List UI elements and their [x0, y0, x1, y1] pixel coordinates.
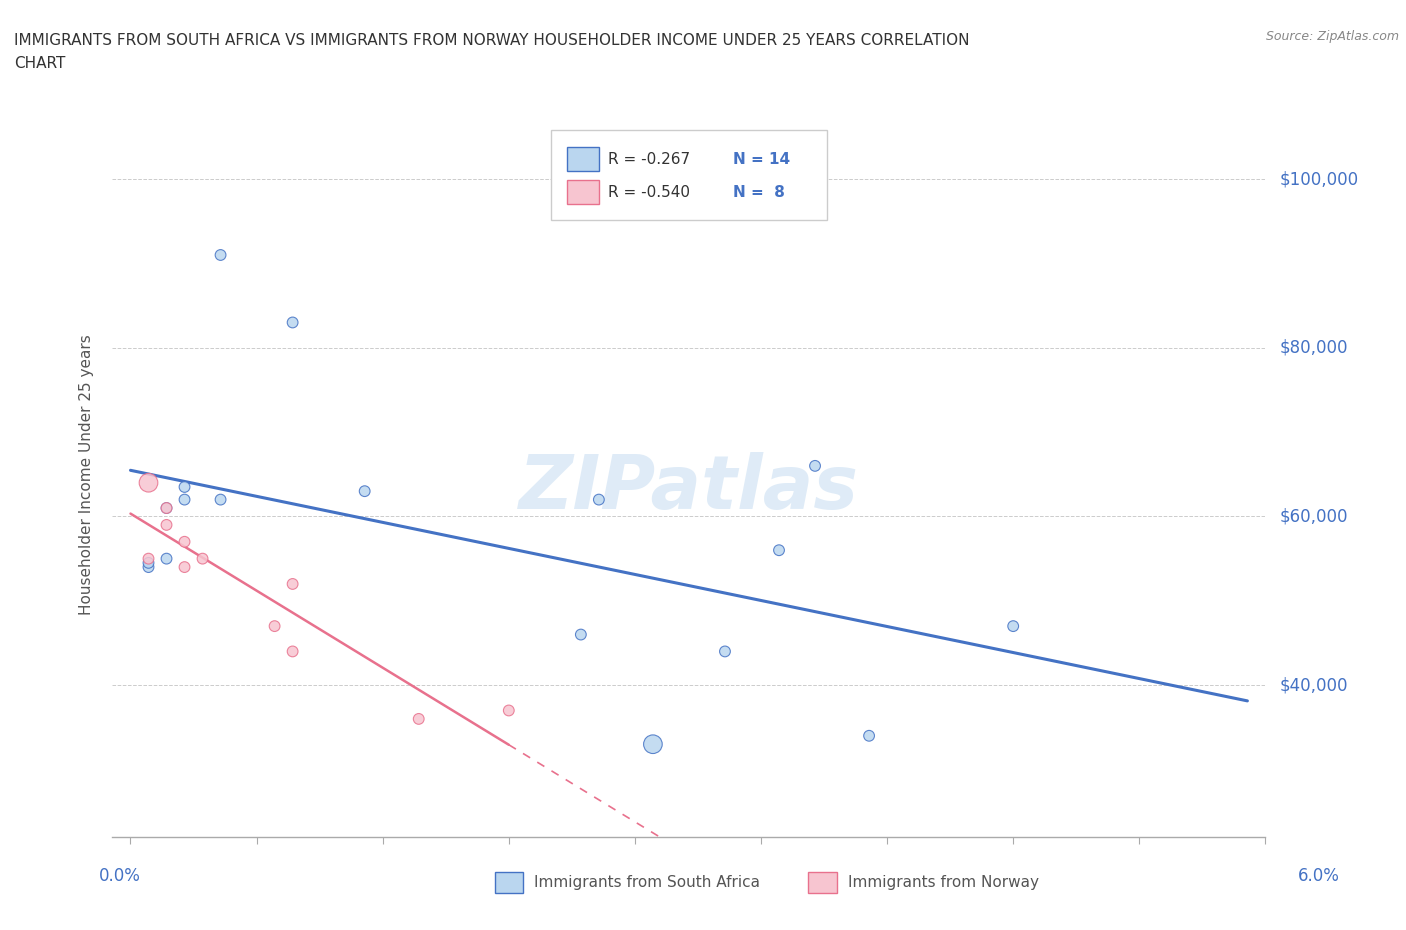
Point	[138, 551, 160, 566]
Point	[281, 644, 304, 658]
Point	[173, 492, 195, 507]
Point	[155, 551, 177, 566]
Point	[714, 644, 737, 658]
Text: IMMIGRANTS FROM SOUTH AFRICA VS IMMIGRANTS FROM NORWAY HOUSEHOLDER INCOME UNDER : IMMIGRANTS FROM SOUTH AFRICA VS IMMIGRAN…	[14, 33, 970, 47]
Text: R = -0.540: R = -0.540	[609, 185, 690, 200]
Point	[138, 560, 160, 575]
Point	[281, 315, 304, 330]
FancyBboxPatch shape	[567, 147, 599, 171]
Point	[138, 555, 160, 570]
Text: ZIPatlas: ZIPatlas	[519, 452, 859, 525]
Point	[263, 618, 285, 633]
Point	[804, 458, 827, 473]
Text: $60,000: $60,000	[1279, 508, 1348, 525]
Point	[155, 517, 177, 532]
Point	[569, 627, 592, 642]
Text: Immigrants from South Africa: Immigrants from South Africa	[534, 875, 761, 890]
Point	[173, 535, 195, 550]
Point	[281, 577, 304, 591]
Text: 0.0%: 0.0%	[98, 867, 141, 885]
Point	[173, 480, 195, 495]
Text: CHART: CHART	[14, 56, 66, 71]
Point	[209, 247, 232, 262]
Point	[353, 484, 375, 498]
Point	[173, 560, 195, 575]
Point	[768, 543, 790, 558]
Point	[498, 703, 520, 718]
Point	[155, 500, 177, 515]
FancyBboxPatch shape	[551, 130, 827, 220]
Text: $80,000: $80,000	[1279, 339, 1348, 357]
Text: Source: ZipAtlas.com: Source: ZipAtlas.com	[1265, 30, 1399, 43]
Point	[155, 500, 177, 515]
Point	[588, 492, 610, 507]
Point	[858, 728, 880, 743]
Point	[191, 551, 214, 566]
Point	[138, 475, 160, 490]
Text: $100,000: $100,000	[1279, 170, 1358, 188]
Text: 6.0%: 6.0%	[1298, 867, 1340, 885]
Point	[1002, 618, 1025, 633]
Text: Immigrants from Norway: Immigrants from Norway	[848, 875, 1039, 890]
FancyBboxPatch shape	[567, 179, 599, 204]
Text: N = 14: N = 14	[733, 152, 790, 167]
Point	[408, 711, 430, 726]
Text: $40,000: $40,000	[1279, 676, 1348, 694]
Text: R = -0.267: R = -0.267	[609, 152, 690, 167]
Point	[209, 492, 232, 507]
Point	[641, 737, 664, 751]
Text: N =  8: N = 8	[733, 185, 785, 200]
Y-axis label: Householder Income Under 25 years: Householder Income Under 25 years	[79, 334, 94, 615]
